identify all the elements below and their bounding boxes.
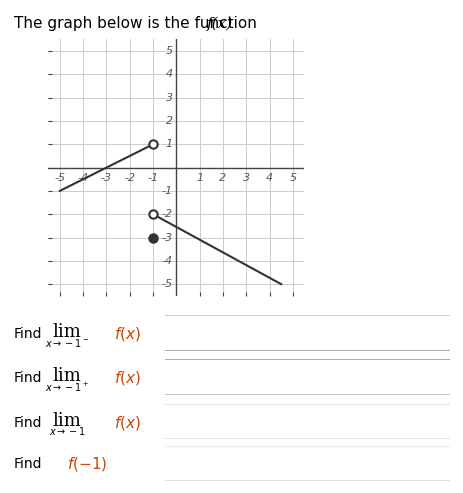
Text: -4: -4 — [77, 174, 88, 183]
Text: -5: -5 — [161, 279, 172, 289]
Text: -3: -3 — [161, 233, 172, 243]
Text: 2: 2 — [219, 174, 226, 183]
FancyBboxPatch shape — [153, 315, 461, 351]
Text: -1: -1 — [161, 186, 172, 196]
Text: lim: lim — [53, 367, 81, 385]
Text: 3: 3 — [165, 93, 172, 103]
Text: -3: -3 — [100, 174, 112, 183]
Text: 3: 3 — [242, 174, 249, 183]
Text: -2: -2 — [161, 209, 172, 219]
FancyBboxPatch shape — [153, 404, 461, 439]
Text: -1: -1 — [147, 174, 158, 183]
Text: $x\to -1$: $x\to -1$ — [49, 425, 86, 437]
Text: Find: Find — [14, 327, 42, 341]
Text: 1: 1 — [196, 174, 203, 183]
Text: -5: -5 — [54, 174, 65, 183]
FancyBboxPatch shape — [153, 359, 461, 395]
FancyBboxPatch shape — [153, 446, 461, 481]
Text: lim: lim — [53, 323, 81, 341]
Text: -2: -2 — [124, 174, 135, 183]
Text: lim: lim — [53, 412, 81, 429]
Text: $f(x)$: $f(x)$ — [113, 369, 140, 387]
Text: 5: 5 — [165, 46, 172, 56]
Text: f(x): f(x) — [206, 16, 232, 31]
Text: 4: 4 — [165, 70, 172, 79]
Text: 4: 4 — [265, 174, 273, 183]
Text: $f(x)$: $f(x)$ — [113, 414, 140, 431]
Text: -4: -4 — [161, 256, 172, 266]
Text: 2: 2 — [165, 116, 172, 126]
Text: $f(x)$: $f(x)$ — [113, 325, 140, 343]
Text: $x\to -1^+$: $x\to -1^+$ — [45, 381, 89, 393]
Text: 1: 1 — [165, 140, 172, 149]
Text: Find: Find — [14, 371, 42, 385]
Text: $f(-1)$: $f(-1)$ — [67, 456, 107, 473]
Text: The graph below is the function: The graph below is the function — [14, 16, 261, 31]
Text: 5: 5 — [288, 174, 296, 183]
Text: Find: Find — [14, 458, 42, 471]
Text: $x\to -1^-$: $x\to -1^-$ — [45, 337, 89, 349]
Text: Find: Find — [14, 416, 42, 429]
